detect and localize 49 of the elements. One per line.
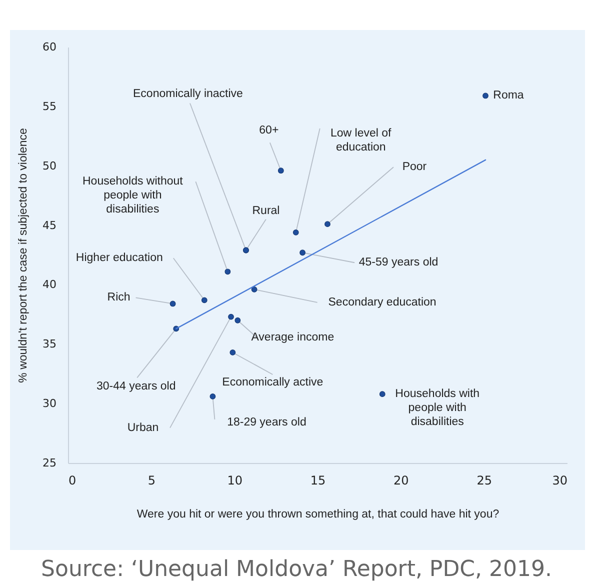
annotation: 30-44 years old	[96, 380, 176, 393]
annotation: Households without people with disabilities	[82, 176, 184, 216]
point	[230, 350, 236, 356]
point	[379, 391, 386, 398]
point	[300, 250, 306, 256]
point	[251, 286, 258, 292]
point	[234, 317, 241, 324]
annotation: Low level of education	[330, 127, 392, 154]
x-tick-label: 25	[476, 474, 492, 488]
annotation: Rich	[107, 292, 130, 304]
point	[170, 300, 176, 307]
point	[210, 394, 216, 400]
x-axis-title: Were you hit or were you thrown something at, that could have hit you?	[136, 508, 500, 520]
annotation: Average income	[251, 331, 334, 344]
x-tick-label: 0	[68, 474, 76, 488]
x-tick-label: 30	[552, 474, 568, 488]
y-tick-label: 55	[42, 100, 56, 113]
y-tick-label: 60	[42, 40, 56, 54]
annotation: Higher education	[76, 252, 163, 264]
annotation: 45-59 years old	[358, 256, 438, 269]
source-note: Source: ‘Unequal Moldova’ Report, PDC, 2019.	[40, 557, 553, 582]
annotation: Households with people with disabilities	[395, 388, 480, 428]
annotation: Economically inactive	[133, 88, 243, 100]
x-tick-label: 5	[148, 474, 156, 488]
annotation: 60+	[259, 124, 279, 137]
y-tick-label: 30	[42, 397, 56, 410]
x-tick-label: 15	[310, 474, 326, 488]
x-tick-label: 20	[394, 474, 409, 488]
point	[324, 221, 330, 228]
y-axis-title: % wouldn't report the case if subjected to violence	[18, 128, 30, 383]
annotation: Poor	[402, 161, 427, 174]
point	[224, 268, 231, 275]
y-tick-label: 40	[42, 278, 56, 292]
annotation: Rural	[252, 205, 280, 218]
point	[228, 314, 234, 320]
annotation: Economically active	[222, 376, 324, 388]
y-tick-label: 45	[42, 218, 56, 232]
point	[292, 229, 299, 236]
annotation: 18-29 years old	[227, 416, 306, 428]
y-tick-label: 35	[42, 338, 56, 351]
y-tick-label: 50	[42, 159, 56, 172]
point	[482, 92, 488, 99]
annotation: Roma	[493, 90, 524, 102]
y-tick-label: 25	[42, 456, 56, 470]
x-tick-label: 10	[227, 474, 242, 488]
annotation: Urban	[127, 422, 159, 434]
point	[278, 168, 284, 174]
point	[201, 297, 208, 304]
annotation: Secondary education	[328, 296, 436, 308]
